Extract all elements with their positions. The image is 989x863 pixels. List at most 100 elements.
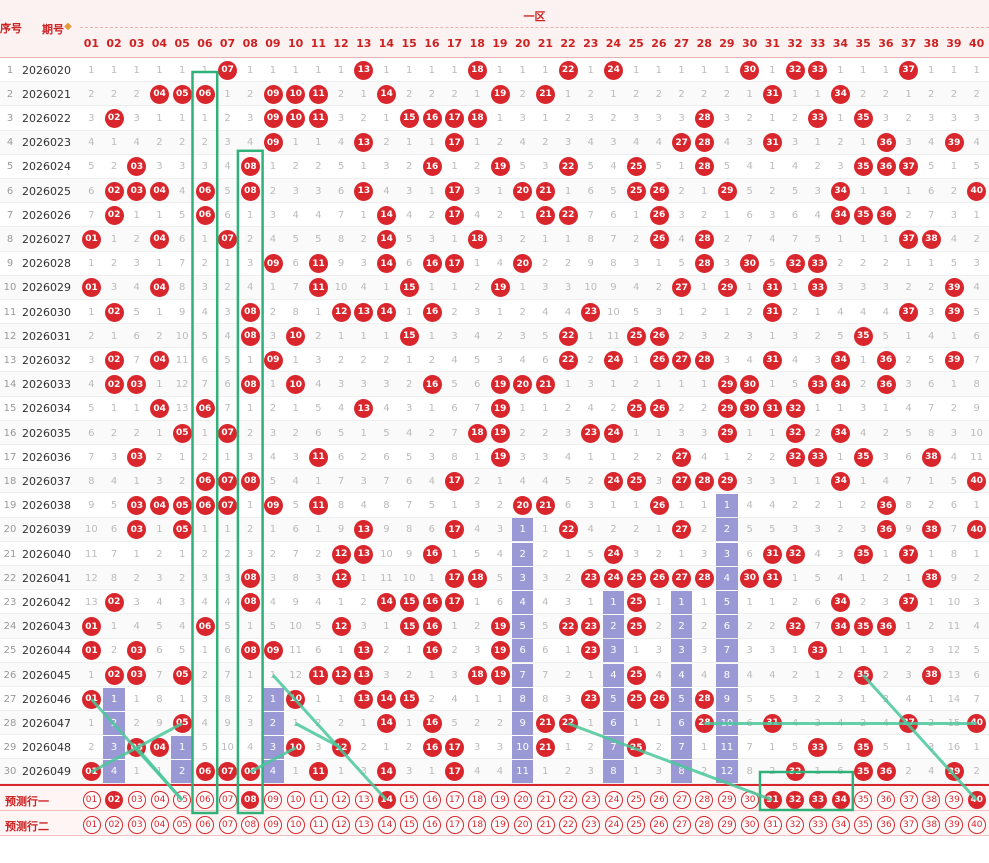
predict-ball[interactable]: 14: [377, 791, 396, 809]
number-ball[interactable]: 15: [399, 689, 419, 709]
number-ball[interactable]: 06: [195, 762, 215, 782]
predict-ball[interactable]: 12: [332, 816, 351, 834]
number-ball[interactable]: 15: [399, 108, 419, 128]
number-ball[interactable]: 27: [672, 447, 692, 467]
number-ball[interactable]: 16: [422, 617, 442, 637]
number-ball[interactable]: 02: [104, 302, 124, 322]
number-ball[interactable]: 16: [422, 302, 442, 322]
number-ball[interactable]: 23: [581, 689, 601, 709]
number-ball[interactable]: 36: [876, 762, 896, 782]
number-ball[interactable]: 02: [104, 375, 124, 395]
number-ball[interactable]: 30: [740, 375, 760, 395]
number-ball[interactable]: 33: [808, 108, 828, 128]
predict-ball[interactable]: 22: [559, 816, 578, 834]
number-ball[interactable]: 37: [899, 544, 919, 564]
predict-ball[interactable]: 29: [718, 791, 737, 809]
number-ball[interactable]: 06: [195, 496, 215, 516]
predict-ball[interactable]: 33: [808, 791, 827, 809]
predict-ball[interactable]: 04: [150, 816, 169, 834]
number-ball[interactable]: 34: [831, 423, 851, 443]
predict-ball[interactable]: 30: [740, 791, 759, 809]
number-ball[interactable]: 31: [763, 84, 782, 104]
number-ball[interactable]: 19: [490, 278, 510, 298]
number-ball[interactable]: 07: [218, 229, 238, 249]
number-ball[interactable]: 16: [422, 375, 442, 395]
predict-ball[interactable]: 32: [786, 816, 805, 834]
predict-ball[interactable]: 03: [127, 816, 146, 834]
number-ball[interactable]: 12: [331, 302, 351, 322]
number-ball[interactable]: 03: [127, 375, 147, 395]
number-ball[interactable]: 38: [921, 568, 941, 588]
number-ball[interactable]: 09: [263, 496, 283, 516]
number-ball[interactable]: 08: [240, 326, 260, 346]
number-ball[interactable]: 17: [445, 520, 465, 540]
number-ball[interactable]: 17: [445, 205, 465, 225]
number-ball[interactable]: 26: [649, 326, 669, 346]
number-ball[interactable]: 27: [672, 278, 692, 298]
number-ball[interactable]: 26: [649, 350, 669, 370]
predict-ball[interactable]: 24: [604, 816, 623, 834]
number-ball[interactable]: 26: [649, 496, 669, 516]
number-ball[interactable]: 16: [422, 157, 442, 177]
number-ball[interactable]: 12: [331, 568, 351, 588]
number-ball[interactable]: 02: [104, 665, 124, 685]
number-ball[interactable]: 13: [354, 544, 374, 564]
number-ball[interactable]: 33: [808, 447, 828, 467]
number-ball[interactable]: 36: [876, 133, 896, 153]
number-ball[interactable]: 33: [808, 278, 828, 298]
number-ball[interactable]: 22: [558, 205, 578, 225]
predict-ball[interactable]: 35: [854, 816, 873, 834]
number-ball[interactable]: 26: [649, 399, 669, 419]
predict-ball[interactable]: 26: [650, 816, 668, 834]
number-ball[interactable]: 23: [581, 302, 601, 322]
number-ball[interactable]: 35: [853, 762, 873, 782]
predict-ball[interactable]: 10: [286, 791, 305, 809]
number-ball[interactable]: 02: [104, 592, 124, 612]
predict-ball[interactable]: 18: [468, 816, 487, 834]
predict-ball[interactable]: 21: [536, 791, 555, 809]
number-ball[interactable]: 37: [899, 60, 919, 80]
number-ball[interactable]: 02: [104, 205, 124, 225]
predict-ball[interactable]: 28: [695, 816, 714, 834]
number-ball[interactable]: 06: [195, 617, 215, 637]
number-ball[interactable]: 29: [717, 375, 737, 395]
number-ball[interactable]: 27: [672, 133, 692, 153]
number-ball[interactable]: 32: [785, 617, 805, 637]
number-ball[interactable]: 21: [536, 375, 555, 395]
number-ball[interactable]: 18: [467, 423, 487, 443]
number-ball[interactable]: 16: [422, 254, 442, 274]
number-ball[interactable]: 34: [831, 205, 851, 225]
number-ball[interactable]: 11: [309, 84, 328, 104]
number-ball[interactable]: 17: [445, 133, 465, 153]
number-ball[interactable]: 31: [763, 544, 782, 564]
predict-ball[interactable]: 18: [468, 791, 487, 809]
number-ball[interactable]: 10: [286, 375, 306, 395]
number-ball[interactable]: 30: [740, 568, 760, 588]
number-ball[interactable]: 01: [82, 617, 101, 637]
number-ball[interactable]: 05: [172, 520, 192, 540]
predict-ball[interactable]: 24: [604, 791, 623, 809]
predict-ball[interactable]: 16: [423, 816, 441, 834]
number-ball[interactable]: 17: [445, 738, 465, 758]
predict-ball[interactable]: 20: [513, 791, 532, 809]
number-ball[interactable]: 40: [967, 181, 987, 201]
number-ball[interactable]: 35: [853, 738, 873, 758]
number-ball[interactable]: 40: [967, 471, 987, 491]
predict-ball[interactable]: 23: [581, 791, 600, 809]
number-ball[interactable]: 21: [536, 713, 555, 733]
number-ball[interactable]: 31: [763, 350, 782, 370]
number-ball[interactable]: 27: [672, 568, 692, 588]
number-ball[interactable]: 36: [876, 520, 896, 540]
number-ball[interactable]: 30: [740, 60, 760, 80]
number-ball[interactable]: 28: [694, 713, 714, 733]
number-ball[interactable]: 39: [944, 762, 964, 782]
number-ball[interactable]: 20: [513, 254, 533, 274]
number-ball[interactable]: 28: [694, 254, 714, 274]
number-ball[interactable]: 34: [831, 592, 851, 612]
number-ball[interactable]: 21: [536, 738, 555, 758]
number-ball[interactable]: 38: [921, 447, 941, 467]
number-ball[interactable]: 28: [694, 471, 714, 491]
number-ball[interactable]: 25: [626, 157, 646, 177]
number-ball[interactable]: 30: [740, 254, 760, 274]
number-ball[interactable]: 27: [672, 350, 692, 370]
